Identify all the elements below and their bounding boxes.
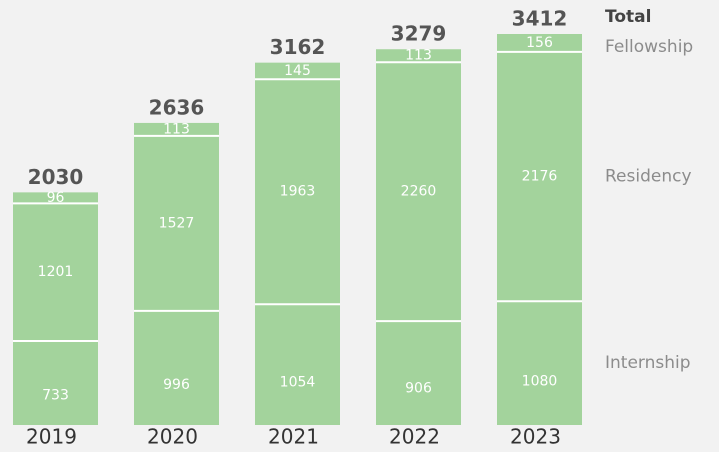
segment-label: 2260 bbox=[401, 184, 437, 200]
bar-segment bbox=[376, 321, 461, 425]
segment-label: 1963 bbox=[280, 184, 316, 200]
bar-segment bbox=[255, 62, 340, 80]
legend-label: Residency bbox=[605, 167, 692, 187]
legend-total: Total bbox=[605, 7, 651, 27]
segment-label: 1054 bbox=[280, 375, 316, 391]
bar-segment bbox=[13, 203, 98, 342]
total-label: 2030 bbox=[28, 165, 84, 189]
total-label: 3279 bbox=[391, 22, 447, 46]
legend-label: Fellowship bbox=[605, 37, 693, 57]
segment-label: 113 bbox=[405, 48, 432, 64]
segment-label: 156 bbox=[526, 35, 553, 51]
x-tick-label: 2020 bbox=[147, 425, 198, 449]
bar-segment bbox=[134, 135, 219, 311]
segment-label: 145 bbox=[284, 63, 311, 79]
segment-label: 96 bbox=[47, 190, 65, 206]
segment-label: 1080 bbox=[522, 374, 558, 390]
x-tick-label: 2023 bbox=[510, 425, 561, 449]
segment-label: 906 bbox=[405, 381, 432, 397]
bar-segment bbox=[134, 310, 219, 425]
bar-segment bbox=[497, 301, 582, 425]
bar-segment bbox=[497, 34, 582, 52]
bar-segment bbox=[13, 341, 98, 425]
segment-label: 996 bbox=[163, 377, 190, 393]
total-label: 3162 bbox=[270, 35, 326, 59]
x-tick-label: 2022 bbox=[389, 425, 440, 449]
x-tick-label: 2021 bbox=[268, 425, 319, 449]
segment-label: 1527 bbox=[159, 215, 195, 231]
bar-segment bbox=[497, 51, 582, 302]
bar-segment bbox=[255, 79, 340, 305]
bar-segment bbox=[13, 192, 98, 204]
bar-segment bbox=[255, 304, 340, 425]
total-label: 3412 bbox=[512, 7, 568, 31]
bar-segment bbox=[134, 122, 219, 136]
segment-label: 113 bbox=[163, 121, 190, 137]
segment-label: 733 bbox=[42, 388, 69, 404]
legend-label: Internship bbox=[605, 353, 691, 373]
segment-label: 1201 bbox=[38, 264, 74, 280]
segment-label: 2176 bbox=[522, 169, 558, 185]
x-tick-label: 2019 bbox=[26, 425, 77, 449]
bar-segment bbox=[376, 49, 461, 63]
total-label: 2636 bbox=[149, 95, 205, 119]
bar-segment bbox=[376, 62, 461, 322]
